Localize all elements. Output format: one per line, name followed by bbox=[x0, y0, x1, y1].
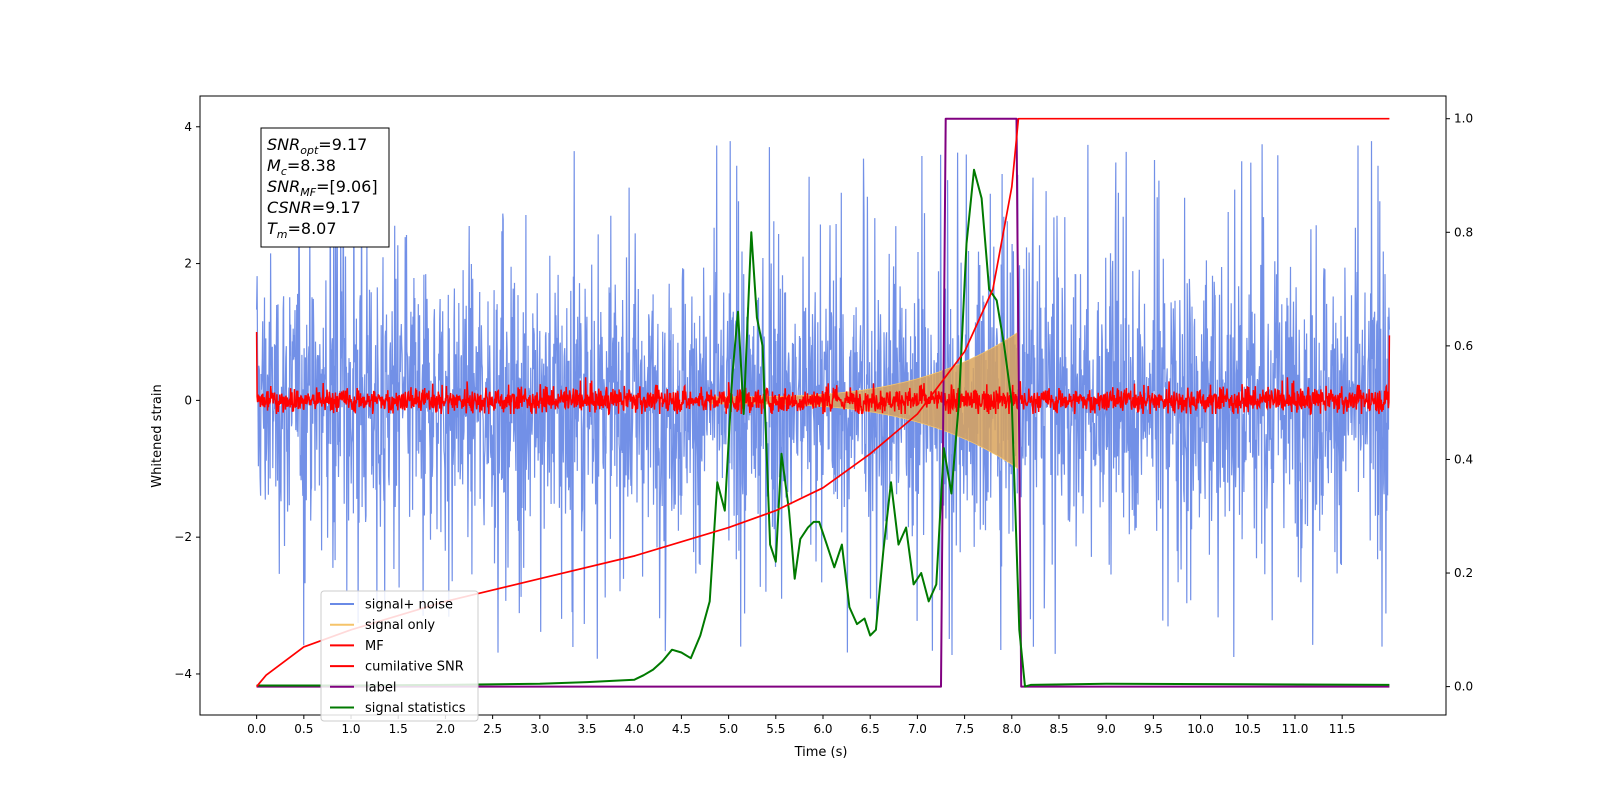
legend-label: signal+ noise bbox=[365, 598, 453, 613]
y-right-tick-label: 1.0 bbox=[1454, 112, 1473, 126]
y-right-tick-label: 0.0 bbox=[1454, 680, 1473, 694]
x-tick-label: 3.5 bbox=[577, 722, 596, 736]
y-axis-label: Whitened strain bbox=[150, 384, 165, 487]
x-tick-label: 6.0 bbox=[813, 722, 832, 736]
series-label bbox=[256, 117, 1390, 688]
x-tick-label: 4.5 bbox=[672, 722, 691, 736]
y-right-tick-label: 0.8 bbox=[1454, 225, 1473, 239]
y-axis-right-ticks: 1.0 0.8 0.6 0.4 0.2 0.0 bbox=[1446, 112, 1473, 694]
y-right-tick-label: 0.6 bbox=[1454, 339, 1473, 353]
y-left-tick-label: 4 bbox=[184, 120, 192, 134]
legend-label: cumilative SNR bbox=[365, 660, 464, 675]
x-tick-label: 11.0 bbox=[1282, 722, 1309, 736]
x-tick-label: 2.0 bbox=[436, 722, 455, 736]
annotation-snr-opt: SNRopt=9.17 bbox=[267, 135, 367, 157]
y-left-tick-label: −4 bbox=[174, 667, 192, 681]
series-signal-noise bbox=[256, 141, 1390, 659]
stats-annotation: SNRopt=9.17 Mc=8.38 SNRMF=[9.06] CSNR=9.… bbox=[260, 127, 390, 248]
x-tick-label: 0.5 bbox=[294, 722, 313, 736]
x-tick-label: 0.0 bbox=[247, 722, 266, 736]
legend: signal+ noise signal only MF cumilative SNR… bbox=[320, 590, 479, 722]
x-tick-label: 5.0 bbox=[719, 722, 738, 736]
x-tick-label: 9.5 bbox=[1144, 722, 1163, 736]
x-tick-label: 10.0 bbox=[1187, 722, 1214, 736]
x-tick-label: 9.0 bbox=[1097, 722, 1116, 736]
annotation-snr-mf: SNRMF=[9.06] bbox=[267, 177, 378, 199]
x-tick-label: 8.5 bbox=[1049, 722, 1068, 736]
annotation-tm: Tm=8.07 bbox=[267, 219, 337, 241]
y-left-tick-label: 2 bbox=[184, 257, 192, 271]
legend-box bbox=[320, 590, 479, 722]
legend-label: MF bbox=[365, 639, 384, 654]
annotation-mc: Mc=8.38 bbox=[267, 156, 336, 178]
x-tick-label: 5.5 bbox=[766, 722, 785, 736]
series-signal-statistics bbox=[256, 168, 1390, 688]
x-tick-label: 10.5 bbox=[1234, 722, 1261, 736]
x-tick-label: 7.0 bbox=[908, 722, 927, 736]
x-axis-ticks: 0.0 0.5 1.0 1.5 2.0 2.5 3.0 3.5 4.0 4.5 5.0 5.5 6.0 6… bbox=[247, 715, 1356, 736]
y-right-tick-label: 0.2 bbox=[1454, 566, 1473, 580]
legend-label: signal statistics bbox=[365, 701, 466, 716]
legend-label: signal only bbox=[365, 618, 435, 633]
x-tick-label: 4.0 bbox=[625, 722, 644, 736]
annotation-csnr: CSNR=9.17 bbox=[267, 198, 361, 217]
x-tick-label: 7.5 bbox=[955, 722, 974, 736]
series-signal-only bbox=[709, 331, 1018, 469]
x-tick-label: 6.5 bbox=[861, 722, 880, 736]
y-left-tick-label: −2 bbox=[174, 530, 192, 544]
x-tick-label: 1.0 bbox=[341, 722, 360, 736]
legend-label: label bbox=[365, 680, 396, 695]
x-tick-label: 3.0 bbox=[530, 722, 549, 736]
stats-annotation-box bbox=[260, 127, 390, 248]
x-axis-label: Time (s) bbox=[794, 745, 848, 760]
y-right-tick-label: 0.4 bbox=[1454, 452, 1473, 466]
x-tick-label: 1.5 bbox=[389, 722, 408, 736]
x-tick-label: 8.0 bbox=[1002, 722, 1021, 736]
x-tick-label: 11.5 bbox=[1329, 722, 1356, 736]
y-axis-left-ticks: 4 2 0 −2 −4 bbox=[174, 120, 200, 681]
series-mf bbox=[255, 331, 1391, 416]
x-tick-label: 2.5 bbox=[483, 722, 502, 736]
y-left-tick-label: 0 bbox=[184, 393, 192, 407]
